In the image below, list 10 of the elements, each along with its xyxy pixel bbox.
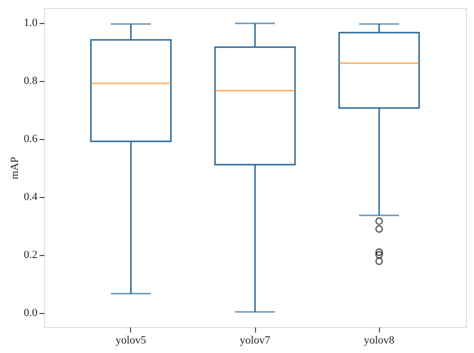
y-axis-title: mAP	[8, 156, 21, 180]
y-tick-label: 0.2	[24, 249, 38, 261]
y-tick-label: 0.6	[24, 133, 38, 145]
x-tick-label: yolov8	[364, 334, 395, 346]
y-tick-label: 0.8	[24, 75, 38, 87]
x-tick-label: yolov5	[116, 334, 147, 346]
y-tick-label: 0.0	[24, 307, 38, 319]
x-tick-label: yolov7	[240, 334, 271, 346]
y-tick-label: 1.0	[24, 17, 38, 29]
y-tick-label: 0.4	[24, 191, 38, 203]
